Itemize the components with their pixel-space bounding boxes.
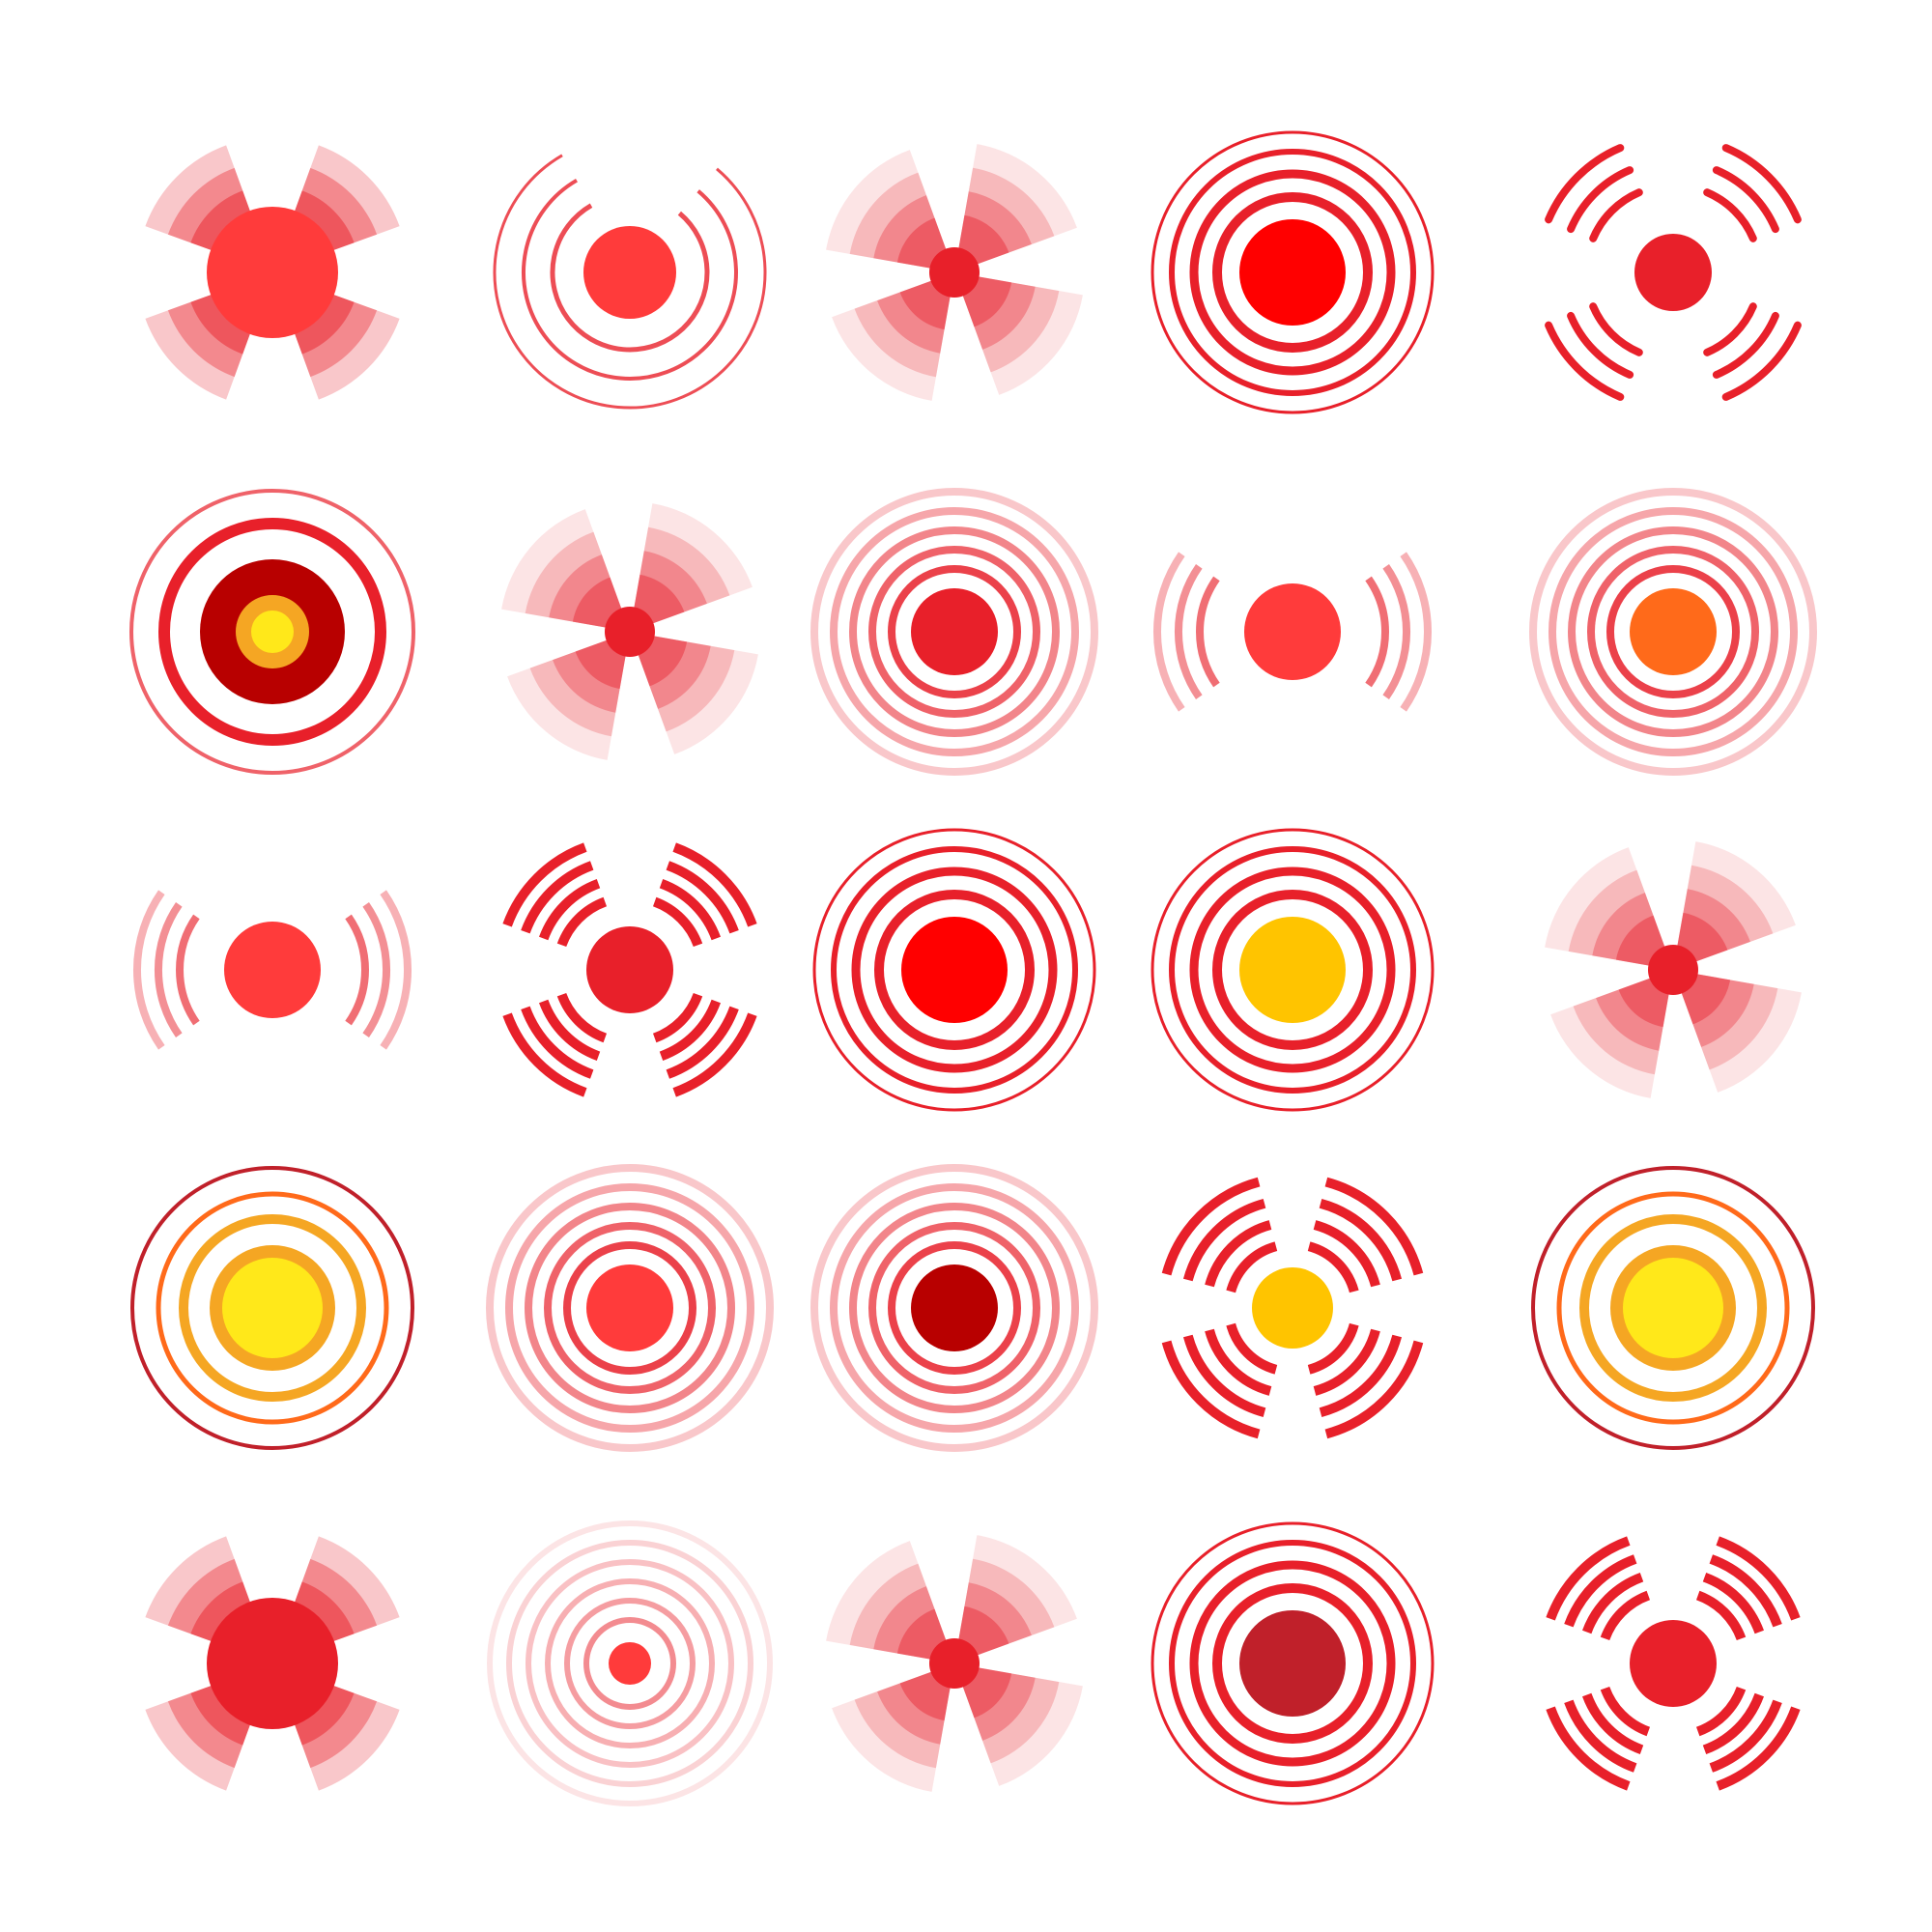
pain-x-arcs-alt-icon [1528,1519,1818,1808]
pain-cross-blob-icon [128,128,417,417]
pain-rings-orange-core-icon-graphic [1529,488,1817,776]
pain-side-waves-icon-graphic [1152,552,1433,712]
pain-target-orange-icon-graphic [130,1166,414,1450]
pain-side-waves-small-icon [128,825,417,1115]
pain-target-crimson-icon-graphic [1151,1521,1435,1805]
pain-x-arcs-icon [1528,128,1818,417]
pain-side-waves-icon [1148,487,1437,777]
pain-target-crimson-icon [1148,1519,1437,1808]
pain-rings-thin-icon [485,1163,775,1453]
pain-rings-faint-icon-graphic [487,1520,773,1806]
pain-cross-blob-alt-icon [128,1519,417,1808]
pain-cross-glow-icon-graphic [1545,841,1802,1098]
pain-cross-blob-alt-icon-graphic [145,1536,400,1791]
pain-x-arcs-alt-icon-graphic [1546,1536,1801,1791]
pain-rings-soft-icon [810,487,1099,777]
pain-target-dark-core-icon-graphic [810,1164,1098,1452]
pain-target-orange-icon [128,1163,417,1453]
pain-target-bold-icon-graphic [1151,130,1435,414]
pain-side-waves-small-icon-graphic [132,890,412,1050]
pain-rings-orange-core-icon [1528,487,1818,777]
pain-x-stripes-icon-graphic [502,842,757,1097]
pain-target-yellow-core-icon-graphic [129,489,415,775]
pain-target-bold-icon [1148,128,1437,417]
pain-cross-fade-icon-graphic [826,144,1083,401]
pain-x-stripes-icon [485,825,775,1115]
pain-target-orange-alt-icon-graphic [1531,1166,1815,1450]
pain-target-bright-icon-graphic [812,828,1096,1112]
pain-target-bright-icon [810,825,1099,1115]
pain-cross-glow-icon [1528,825,1818,1115]
pain-target-yellow-core-icon [128,487,417,777]
pain-cross-stripes-yellow-icon-graphic [1161,1177,1424,1439]
pain-rings-soft-icon-graphic [810,488,1098,776]
pain-target-gold-core-icon-graphic [1151,828,1435,1112]
pain-target-gold-core-icon [1148,825,1437,1115]
pain-target-dark-core-icon [810,1163,1099,1453]
pain-x-arcs-icon-graphic [1545,144,1802,401]
pain-rings-faint-icon [485,1519,775,1808]
pain-circles-open-icon-graphic [493,154,767,410]
pain-cross-blob-icon-graphic [145,145,400,400]
pain-target-orange-alt-icon [1528,1163,1818,1453]
pain-cross-soft-icon-graphic [501,503,758,760]
pain-cross-fade-alt-icon-graphic [826,1535,1083,1792]
pain-circles-open-icon [485,128,775,417]
pain-rings-thin-icon-graphic [486,1164,774,1452]
pain-cross-fade-alt-icon [810,1519,1099,1808]
pain-cross-stripes-yellow-icon [1148,1163,1437,1453]
pain-cross-soft-icon [485,487,775,777]
pain-cross-fade-icon [810,128,1099,417]
